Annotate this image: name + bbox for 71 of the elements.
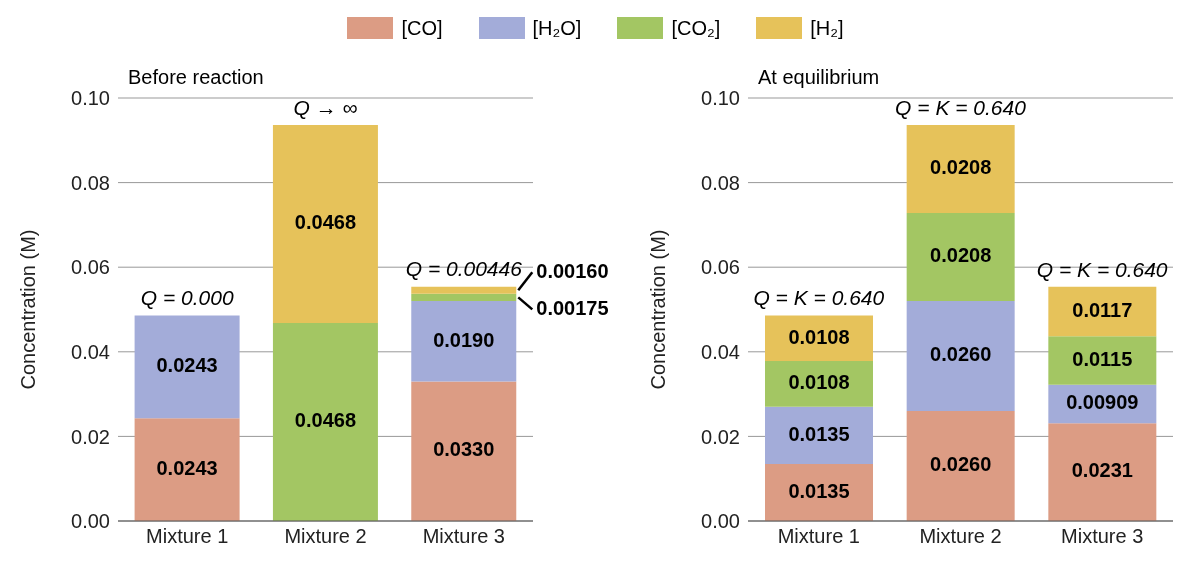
bar bbox=[765, 315, 873, 362]
chart-title: At equilibrium bbox=[758, 66, 880, 89]
x-tick-label: Mixture 2 bbox=[284, 525, 367, 548]
legend-label: [CO₂] bbox=[671, 16, 721, 40]
bar bbox=[134, 418, 240, 521]
bar bbox=[272, 323, 378, 521]
y-axis-title: Concentration (M) bbox=[17, 229, 40, 390]
annotation: Q = K = 0.640 bbox=[895, 96, 1027, 120]
y-tick-label: 0.10 bbox=[701, 87, 740, 110]
y-tick-label: 0.00 bbox=[71, 510, 110, 533]
legend-label: [CO] bbox=[401, 16, 443, 40]
data-label: 0.0190 bbox=[433, 328, 495, 351]
bar bbox=[906, 213, 1015, 302]
x-tick-label: Mixture 3 bbox=[422, 525, 505, 548]
annotation: Q → ∞ bbox=[293, 96, 358, 120]
y-tick-label: 0.06 bbox=[701, 256, 740, 279]
chart-title: Before reaction bbox=[128, 66, 264, 89]
bar bbox=[765, 406, 873, 464]
legend-label: [H₂O] bbox=[532, 16, 582, 40]
data-label: 0.0108 bbox=[788, 325, 850, 348]
bar bbox=[1048, 286, 1157, 337]
bar bbox=[765, 463, 873, 521]
data-label: 0.0468 bbox=[294, 409, 357, 432]
annotation: Q = 0.000 bbox=[140, 286, 234, 310]
annotation: Q = K = 0.640 bbox=[753, 286, 885, 310]
y-tick-label: 0.10 bbox=[71, 87, 110, 110]
bar bbox=[1048, 423, 1157, 521]
y-tick-label: 0.02 bbox=[701, 425, 740, 448]
x-tick-label: Mixture 1 bbox=[777, 525, 860, 548]
y-tick-label: 0.08 bbox=[71, 171, 110, 194]
bar bbox=[1048, 336, 1157, 385]
annotation: Q = K = 0.640 bbox=[1036, 257, 1168, 281]
y-axis-title: Concentration (M) bbox=[647, 229, 670, 390]
bar bbox=[411, 293, 517, 302]
y-tick-label: 0.00 bbox=[701, 510, 740, 533]
data-label: 0.0108 bbox=[788, 371, 850, 394]
y-tick-label: 0.02 bbox=[71, 425, 110, 448]
data-label: 0.0243 bbox=[156, 354, 218, 377]
legend-label: [H₂] bbox=[810, 16, 844, 40]
bar bbox=[906, 301, 1015, 412]
data-label: 0.0117 bbox=[1072, 298, 1133, 321]
data-label: 0.00909 bbox=[1066, 391, 1139, 414]
data-label: 0.0330 bbox=[433, 438, 495, 461]
bar bbox=[134, 315, 240, 419]
annotation: Q = 0.00446 bbox=[405, 256, 523, 280]
data-label: 0.0135 bbox=[788, 422, 850, 445]
data-label: 0.0260 bbox=[930, 343, 992, 366]
x-tick-label: Mixture 2 bbox=[919, 525, 1002, 548]
bar bbox=[906, 125, 1015, 214]
data-label: 0.0208 bbox=[930, 244, 992, 267]
bar bbox=[411, 381, 517, 521]
data-label: 0.00160 bbox=[536, 259, 609, 282]
data-label: 0.0115 bbox=[1072, 347, 1133, 370]
data-label: 0.0260 bbox=[930, 453, 992, 476]
x-tick-label: Mixture 3 bbox=[1061, 525, 1144, 548]
bar bbox=[272, 125, 378, 324]
y-tick-label: 0.04 bbox=[71, 340, 110, 363]
data-label: 0.0468 bbox=[294, 211, 357, 234]
data-label: 0.0243 bbox=[156, 456, 218, 479]
y-tick-label: 0.08 bbox=[701, 171, 740, 194]
data-label: 0.0208 bbox=[930, 156, 992, 179]
data-label: 0.0231 bbox=[1071, 459, 1133, 482]
x-tick-label: Mixture 1 bbox=[146, 525, 229, 548]
y-tick-label: 0.04 bbox=[701, 340, 740, 363]
data-label: 0.00175 bbox=[536, 296, 609, 319]
data-label: 0.0135 bbox=[788, 479, 850, 502]
bar bbox=[765, 361, 873, 407]
y-tick-label: 0.06 bbox=[71, 256, 110, 279]
bar bbox=[411, 286, 517, 294]
bar bbox=[906, 411, 1015, 521]
bar bbox=[411, 301, 517, 382]
